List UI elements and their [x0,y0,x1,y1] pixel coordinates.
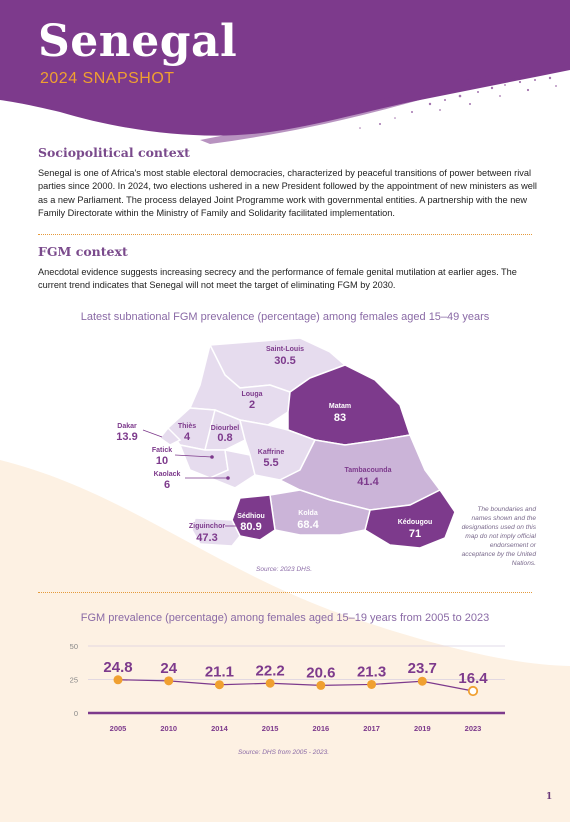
data-point [113,675,123,685]
page-subtitle: 2024 SNAPSHOT [40,70,175,87]
y-tick-label: 0 [74,709,78,718]
data-label: 22.2 [256,662,285,679]
sociopolitical-heading: Sociopolitical context [38,145,190,160]
label-diourbel: Diourbel [211,425,239,432]
map-title: Latest subnational FGM prevalence (perce… [80,311,490,323]
label-thies: Thiès [178,423,196,430]
value-tambacounda: 41.4 [357,476,379,488]
value-saint-louis: 30.5 [274,355,295,367]
value-louga: 2 [249,399,255,411]
region-ziguinchor [191,517,241,547]
series-line [117,679,474,692]
label-ziguinchor: Ziguinchor [189,523,225,530]
trend-line-chart: 50 25 0 2005 2010 2014 2015 2016 2017 2019 2023 2… [70,642,505,733]
trend-source: Source: DHS from 2005 - 2023. [238,749,330,756]
data-label: 24 [160,660,177,677]
label-louga: Louga [242,391,263,398]
x-tick-label: 2019 [414,724,431,733]
data-point [214,680,224,690]
value-sedhiou: 80.9 [240,521,261,533]
y-tick-label: 50 [70,642,78,651]
data-label: 16.4 [458,670,488,687]
label-sedhiou: Sédhiou [237,513,265,520]
data-point [417,676,427,686]
label-kolda: Kolda [298,510,318,517]
map-source: Source: 2023 DHS. [256,566,313,573]
data-point [316,680,326,690]
label-matam: Matam [329,403,351,410]
fgm-context-heading: FGM context [38,244,128,259]
region-kedougou [364,489,456,549]
x-tick-label: 2015 [262,724,279,733]
background-wave [0,460,570,822]
header-banner: Senegal 2024 SNAPSHOT [0,0,570,160]
page-title: Senegal [38,16,238,67]
label-tambacounda: Tambacounda [345,467,392,474]
label-dakar: Dakar [117,423,137,430]
label-fatick: Fatick [152,447,172,454]
section-divider-2 [38,592,532,593]
value-kaffrine: 5.5 [263,457,278,469]
y-tick-label: 25 [70,676,78,685]
x-tick-label: 2023 [465,724,482,733]
trend-chart-title: FGM prevalence (percentage) among female… [80,612,490,624]
x-tick-label: 2014 [211,724,229,733]
sociopolitical-text: Senegal is one of Africa's most stable e… [38,168,537,219]
region-louga [188,342,291,426]
data-label: 21.1 [205,664,234,681]
value-ziguinchor: 47.3 [196,532,217,544]
value-matam: 83 [334,412,346,424]
x-tick-label: 2016 [313,724,330,733]
section-divider [38,234,532,235]
data-point [467,685,479,697]
value-diourbel: 0.8 [217,432,232,444]
value-fatick: 10 [156,455,168,467]
value-kaolack: 6 [164,479,170,491]
fgm-context-text: Anecdotal evidence suggests increasing s… [38,267,517,291]
x-tick-label: 2017 [363,724,380,733]
data-point [367,679,377,689]
value-kolda: 68.4 [297,519,319,531]
label-kaffrine: Kaffrine [258,449,285,456]
header-wave [0,0,570,144]
data-label: 21.3 [357,663,386,680]
value-dakar: 13.9 [116,431,137,443]
region-kolda [269,489,371,536]
data-point [265,678,275,688]
data-label: 23.7 [408,660,437,677]
x-tick-label: 2005 [110,724,127,733]
region-dakar [158,426,182,446]
data-label: 20.6 [306,664,335,681]
label-kaolack: Kaolack [154,471,181,478]
label-kedougou: Kédougou [398,519,433,526]
value-kedougou: 71 [409,528,421,540]
page-number: 1 [546,792,553,802]
x-tick-label: 2010 [160,724,177,733]
data-point [164,676,174,686]
map-disclaimer: The boundaries and names shown and the d… [461,506,536,567]
label-saint-louis: Saint-Louis [266,346,304,353]
fgm-region-map: Saint-Louis 30.5 Louga 2 Matam 83 Dakar … [116,337,456,549]
value-thies: 4 [184,431,191,443]
data-label: 24.8 [103,659,132,676]
